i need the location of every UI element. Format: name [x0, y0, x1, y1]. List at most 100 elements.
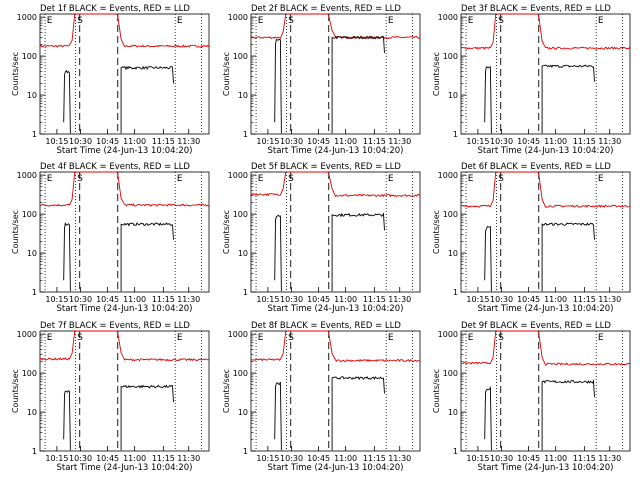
marker-label: S	[498, 333, 504, 343]
marker-label: E	[177, 174, 183, 184]
x-tick-label: 11:00	[123, 295, 146, 304]
chart-title: Det 5f BLACK = Events, RED = LLD	[251, 162, 401, 172]
x-tick-label: 10:45	[96, 295, 119, 304]
x-tick-label: 10:45	[517, 454, 540, 463]
x-tick-label: 10:15	[466, 454, 489, 463]
series-lld-line	[460, 13, 631, 50]
y-tick-label: 1	[453, 288, 458, 297]
series-events-line	[484, 66, 492, 134]
x-tick-label: 10:30	[490, 295, 513, 304]
x-tick-label: 11:30	[388, 295, 411, 304]
y-tick-label: 1	[243, 288, 248, 297]
x-tick-label: 11:00	[123, 137, 146, 146]
marker-label: E	[47, 16, 53, 26]
x-tick-label: 11:30	[598, 454, 621, 463]
marker-label: S	[498, 16, 504, 26]
x-tick-label: 10:15	[45, 295, 68, 304]
y-tick-label: 1000	[228, 171, 248, 180]
y-tick-label: 1000	[228, 330, 248, 339]
y-axis-label: Counts/sec	[222, 52, 231, 96]
y-tick-label: 1000	[17, 330, 37, 339]
x-tick-label: 10:30	[280, 137, 303, 146]
marker-label: E	[388, 16, 394, 26]
x-tick-label: 10:45	[96, 454, 119, 463]
marker-label: E	[177, 16, 183, 26]
detector-chart-3: Det 3f BLACK = Events, RED = LLD 1 10 100 10…	[432, 4, 631, 156]
y-tick-label: 100	[233, 52, 248, 61]
plot-frame	[39, 13, 210, 135]
plot-frame	[460, 171, 631, 293]
y-tick-label: 100	[22, 52, 37, 61]
plot-frame	[460, 330, 631, 452]
series-events-line	[541, 64, 595, 134]
y-tick-label: 1	[243, 130, 248, 139]
chart-title: Det 1f BLACK = Events, RED = LLD	[40, 4, 190, 14]
y-tick-label: 10	[27, 408, 37, 417]
x-tick-label: 11:15	[152, 454, 175, 463]
y-tick-label: 1	[453, 447, 458, 456]
chart-title: Det 2f BLACK = Events, RED = LLD	[251, 4, 401, 14]
y-tick-label: 100	[443, 210, 458, 219]
x-tick-label: 10:15	[256, 454, 279, 463]
marker-label: E	[468, 16, 474, 26]
x-tick-label: 11:15	[573, 295, 596, 304]
y-axis-label: Counts/sec	[432, 210, 441, 254]
x-axis-label: Start Time (24-Jun-13 10:04:20)	[57, 463, 193, 473]
y-axis-label: Counts/sec	[222, 210, 231, 254]
y-axis-label: Counts/sec	[11, 210, 20, 254]
y-tick-label: 100	[233, 369, 248, 378]
x-tick-label: 11:00	[334, 137, 357, 146]
marker-label: E	[258, 174, 264, 184]
x-tick-label: 11:15	[363, 454, 386, 463]
x-tick-label: 10:45	[517, 137, 540, 146]
marker-label: E	[177, 333, 183, 343]
x-tick-label: 10:45	[307, 137, 330, 146]
x-tick-label: 11:30	[388, 454, 411, 463]
series-events-line	[120, 222, 174, 292]
detector-chart-2: Det 2f BLACK = Events, RED = LLD 1 10 100 10…	[222, 4, 421, 156]
marker-label: E	[388, 174, 394, 184]
marker-label: E	[258, 333, 264, 343]
chart-title: Det 3f BLACK = Events, RED = LLD	[461, 4, 611, 14]
series-events-line	[331, 35, 385, 134]
x-axis-label: Start Time (24-Jun-13 10:04:20)	[478, 146, 614, 156]
plot-frame	[460, 13, 631, 135]
x-tick-label: 11:15	[363, 295, 386, 304]
x-axis-label: Start Time (24-Jun-13 10:04:20)	[478, 463, 614, 473]
x-tick-label: 10:15	[466, 295, 489, 304]
x-tick-label: 11:15	[152, 137, 175, 146]
x-tick-label: 11:30	[177, 454, 200, 463]
y-tick-label: 1000	[438, 13, 458, 22]
x-tick-label: 11:00	[544, 137, 567, 146]
x-tick-label: 11:15	[152, 295, 175, 304]
detector-chart-8: Det 8f BLACK = Events, RED = LLD 1 10 100 10…	[222, 321, 421, 473]
x-tick-label: 10:30	[490, 137, 513, 146]
series-events-line	[120, 65, 174, 134]
y-tick-label: 10	[448, 408, 458, 417]
series-lld-line	[460, 171, 630, 208]
chart-title: Det 4f BLACK = Events, RED = LLD	[40, 162, 190, 172]
plot-frame	[39, 330, 210, 452]
series-events-line	[331, 376, 385, 451]
detector-chart-7: Det 7f BLACK = Events, RED = LLD 1 10 100 10…	[11, 321, 210, 473]
marker-label: S	[498, 174, 504, 184]
y-tick-label: 1	[32, 130, 37, 139]
series-lld-line	[460, 330, 630, 366]
marker-label: E	[47, 333, 53, 343]
y-tick-label: 10	[448, 249, 458, 258]
y-axis-label: Counts/sec	[11, 369, 20, 413]
x-axis-label: Start Time (24-Jun-13 10:04:20)	[57, 146, 193, 156]
y-tick-label: 1	[453, 130, 458, 139]
y-tick-label: 100	[22, 210, 37, 219]
y-axis-label: Counts/sec	[11, 52, 20, 96]
x-axis-label: Start Time (24-Jun-13 10:04:20)	[268, 304, 404, 314]
y-tick-label: 1000	[17, 171, 37, 180]
marker-label: S	[77, 174, 83, 184]
x-tick-label: 11:15	[573, 137, 596, 146]
y-tick-label: 100	[233, 210, 248, 219]
series-lld-line	[250, 171, 420, 198]
x-tick-label: 11:30	[598, 295, 621, 304]
y-tick-label: 1000	[228, 13, 248, 22]
series-lld-line	[250, 13, 420, 40]
chart-title: Det 6f BLACK = Events, RED = LLD	[461, 162, 611, 172]
